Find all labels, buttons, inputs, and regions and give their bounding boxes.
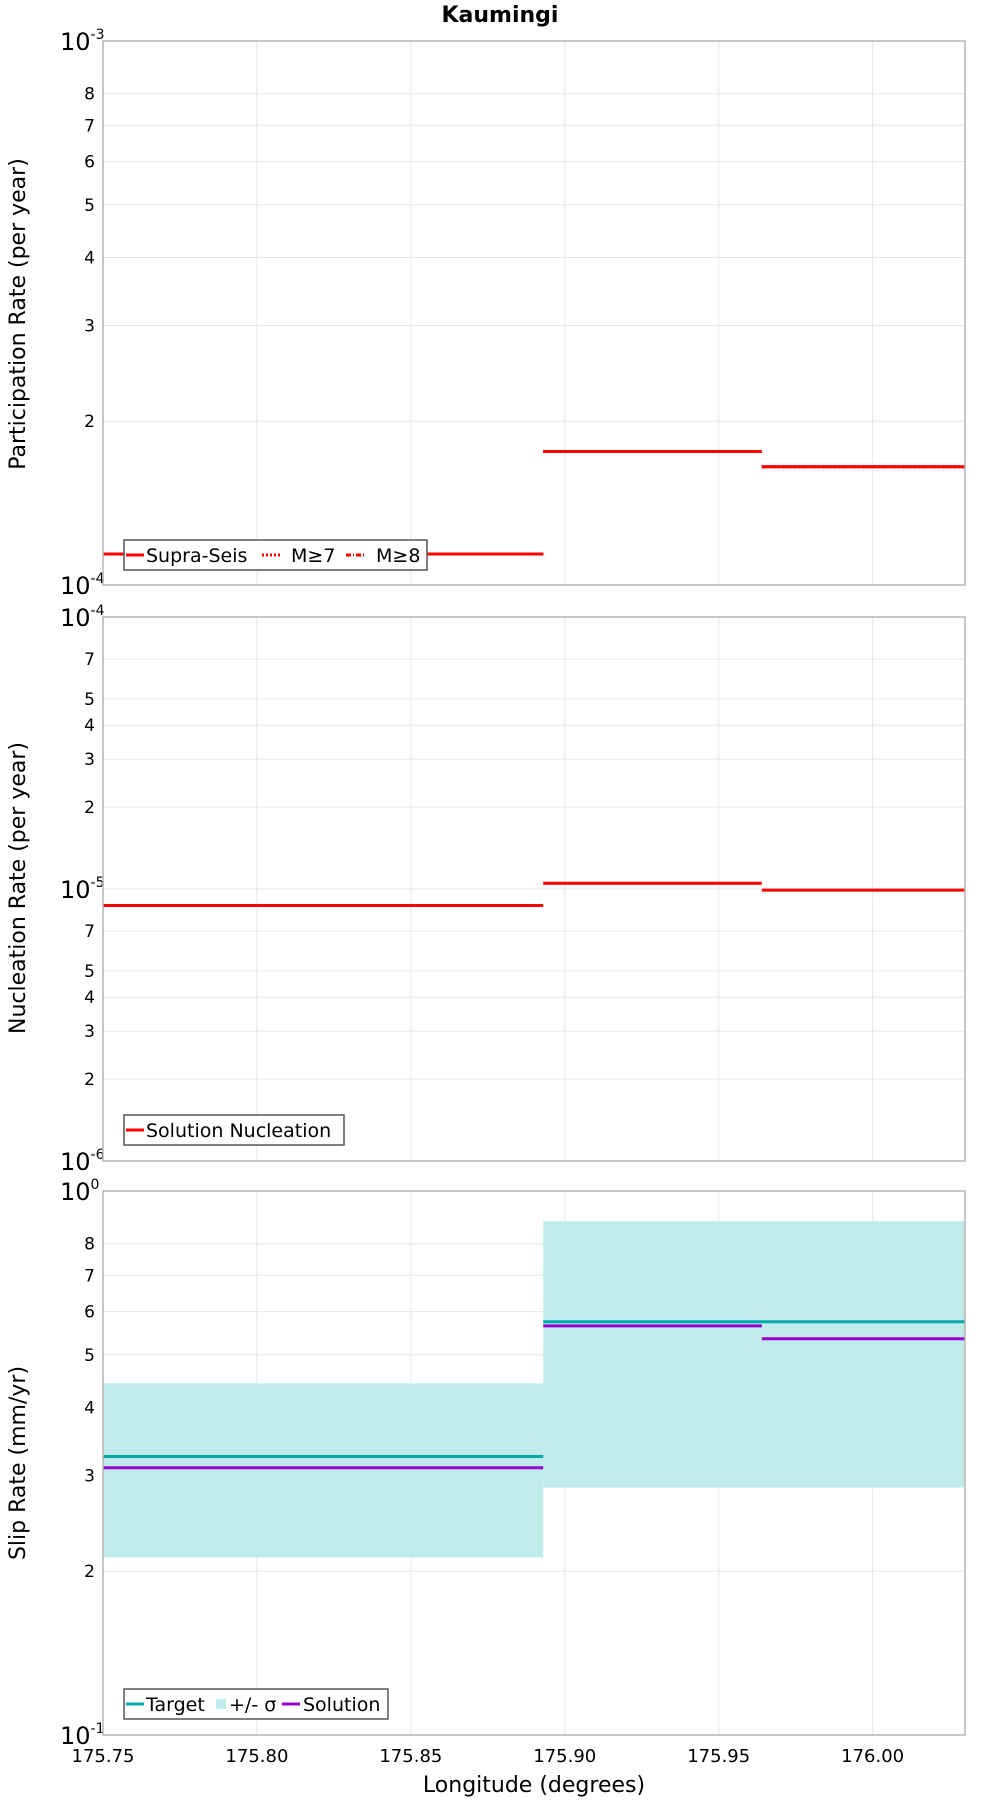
- y-tick-label: 2: [84, 1562, 95, 1582]
- plot-frame: [102, 1190, 966, 1736]
- nucleation-rate-panel: Nucleation Rate (per year) 234572345710-…: [6, 603, 966, 1176]
- y-tick-label: 6: [84, 153, 95, 173]
- y-tick-label: 7: [84, 650, 95, 670]
- decade-exponent: -5: [91, 875, 105, 891]
- y-tick-label: 8: [84, 1235, 95, 1255]
- nucleation-y-axis-label: Nucleation Rate (per year): [6, 742, 31, 1034]
- chart-title: Kaumingi: [442, 3, 559, 28]
- y-tick-label: 5: [84, 196, 95, 216]
- decade-exponent: -1: [91, 1721, 105, 1737]
- y-tick-label: 4: [84, 1398, 95, 1418]
- legend-box: [123, 1114, 345, 1146]
- y-tick-label: 2: [84, 412, 95, 432]
- decade-exponent: -3: [91, 27, 105, 43]
- legend-label: Solution: [303, 1694, 380, 1716]
- y-tick-label: 3: [84, 316, 95, 336]
- decade-exponent: -4: [91, 571, 105, 587]
- y-decade-label: 10-6: [60, 1147, 105, 1176]
- y-tick-label: 5: [84, 962, 95, 982]
- legend-label: M≥7: [291, 545, 335, 567]
- sigma-band-segment: [103, 1383, 544, 1558]
- legend-label: Supra-Seis: [146, 545, 247, 567]
- decade-base: 10: [60, 28, 91, 56]
- y-tick-label: 3: [84, 1466, 95, 1486]
- legend-label: +/- σ: [229, 1694, 276, 1716]
- x-tick-label: 175.80: [225, 1746, 288, 1767]
- x-axis-label: Longitude (degrees): [423, 1773, 645, 1798]
- y-decade-label: 10-3: [60, 27, 105, 56]
- legend-label: Target: [145, 1694, 205, 1716]
- x-tick-label: 175.90: [533, 1746, 596, 1767]
- decade-base: 10: [60, 604, 91, 632]
- x-tick-label: 175.95: [687, 1746, 750, 1767]
- plot-area: [103, 41, 965, 585]
- decade-exponent: -4: [91, 603, 105, 619]
- y-decade-label: 10-4: [60, 571, 105, 600]
- sigma-band-segment: [543, 1221, 965, 1488]
- y-tick-label: 4: [84, 988, 95, 1008]
- y-decade-label: 10-1: [60, 1721, 105, 1750]
- y-decade-label: 100: [60, 1177, 99, 1206]
- y-tick-label: 8: [84, 85, 95, 105]
- plot-frame: [102, 616, 966, 1162]
- y-tick-label: 4: [84, 716, 95, 736]
- plot-frame: [102, 40, 966, 586]
- y-tick-label: 5: [84, 1346, 95, 1366]
- x-tick-label: 176.00: [841, 1746, 904, 1767]
- decade-base: 10: [60, 1148, 91, 1176]
- legend-swatch: [216, 1699, 226, 1709]
- participation-rate-panel: Participation Rate (per year) 234567810-…: [6, 27, 966, 600]
- y-tick-label: 6: [84, 1303, 95, 1323]
- y-tick-label: 7: [84, 116, 95, 136]
- y-tick-label: 7: [84, 922, 95, 942]
- y-tick-label: 2: [84, 798, 95, 818]
- decade-base: 10: [60, 572, 91, 600]
- legend-box: [123, 1688, 389, 1720]
- x-tick-label: 175.85: [379, 1746, 442, 1767]
- y-decade-label: 10-5: [60, 875, 105, 904]
- y-tick-label: 4: [84, 248, 95, 268]
- y-tick-label: 5: [84, 690, 95, 710]
- y-tick-label: 3: [84, 1022, 95, 1042]
- legend-label: Solution Nucleation: [146, 1120, 331, 1142]
- participation-y-axis-label: Participation Rate (per year): [6, 158, 31, 470]
- x-tick-label: 175.75: [72, 1746, 135, 1767]
- y-tick-label: 2: [84, 1070, 95, 1090]
- decade-exponent: 0: [91, 1177, 100, 1193]
- slip-rate-panel: Slip Rate (mm/yr) Longitude (degrees) 2 3…: [6, 1177, 966, 1798]
- y-tick-label: 7: [84, 1266, 95, 1286]
- y-decade-label: 10-4: [60, 603, 105, 632]
- legend-label: M≥8: [376, 545, 420, 567]
- y-tick-label: 3: [84, 750, 95, 770]
- decade-base: 10: [60, 1722, 91, 1750]
- decade-exponent: -6: [91, 1147, 105, 1163]
- slip-rate-y-axis-label: Slip Rate (mm/yr): [6, 1366, 31, 1560]
- decade-base: 10: [60, 876, 91, 904]
- decade-base: 10: [60, 1178, 91, 1206]
